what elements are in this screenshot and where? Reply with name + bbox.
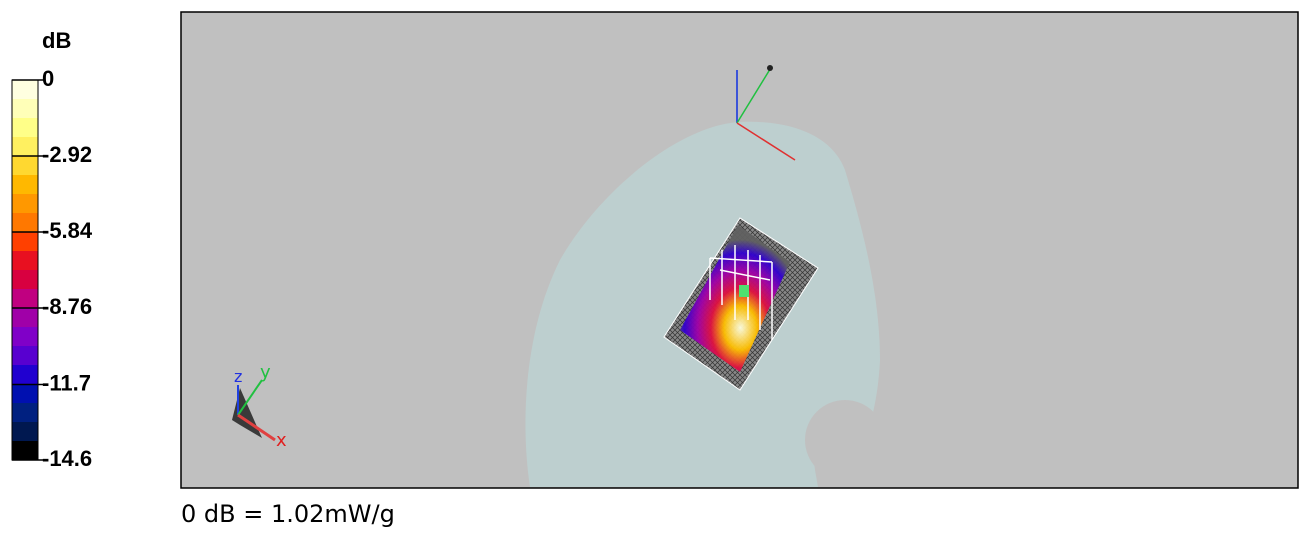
colorbar-segment (12, 99, 38, 119)
peak-marker (739, 285, 749, 297)
colorbar-segment (12, 118, 38, 138)
colorbar-segment (12, 137, 38, 157)
colorbar-segment (12, 441, 38, 461)
colorbar-segment (12, 251, 38, 271)
axis-x-label: x (276, 430, 287, 451)
colorbar-tick-label: -11.7 (42, 370, 91, 395)
colorbar-unit: dB (42, 28, 71, 53)
colorbar-segment (12, 384, 38, 404)
ear-cutout (805, 400, 885, 480)
probe-triad (736, 65, 796, 161)
colorbar-tick-label: -5.84 (42, 218, 93, 243)
colorbar-tick-label: -8.76 (42, 294, 92, 319)
colorbar-segment (12, 156, 38, 176)
colorbar: 0 -2.92 -5.84 -8.76 -11.7 -14.6 (11, 66, 93, 471)
colorbar-segment (12, 213, 38, 233)
colorbar-segment (12, 308, 38, 328)
axis-z-label: z (234, 367, 242, 386)
caption: 0 dB = 1.02mW/g (181, 500, 395, 528)
axis-triad: z y x (232, 362, 287, 451)
colorbar-segment (12, 422, 38, 442)
colorbar-segment (12, 270, 38, 290)
colorbar-segment (12, 346, 38, 366)
colorbar-segment (12, 80, 38, 100)
colorbar-tick-label: -14.6 (42, 446, 92, 471)
colorbar-segment (12, 327, 38, 347)
colorbar-segment (12, 289, 38, 309)
colorbar-segment (12, 175, 38, 195)
colorbar-segment (12, 403, 38, 423)
colorbar-segment (12, 365, 38, 385)
colorbar-segment (12, 194, 38, 214)
colorbar-tick-label: -2.92 (42, 142, 92, 167)
colorbar-tick-label: 0 (42, 66, 54, 91)
colorbar-segment (12, 232, 38, 252)
axis-y-label: y (260, 362, 271, 383)
